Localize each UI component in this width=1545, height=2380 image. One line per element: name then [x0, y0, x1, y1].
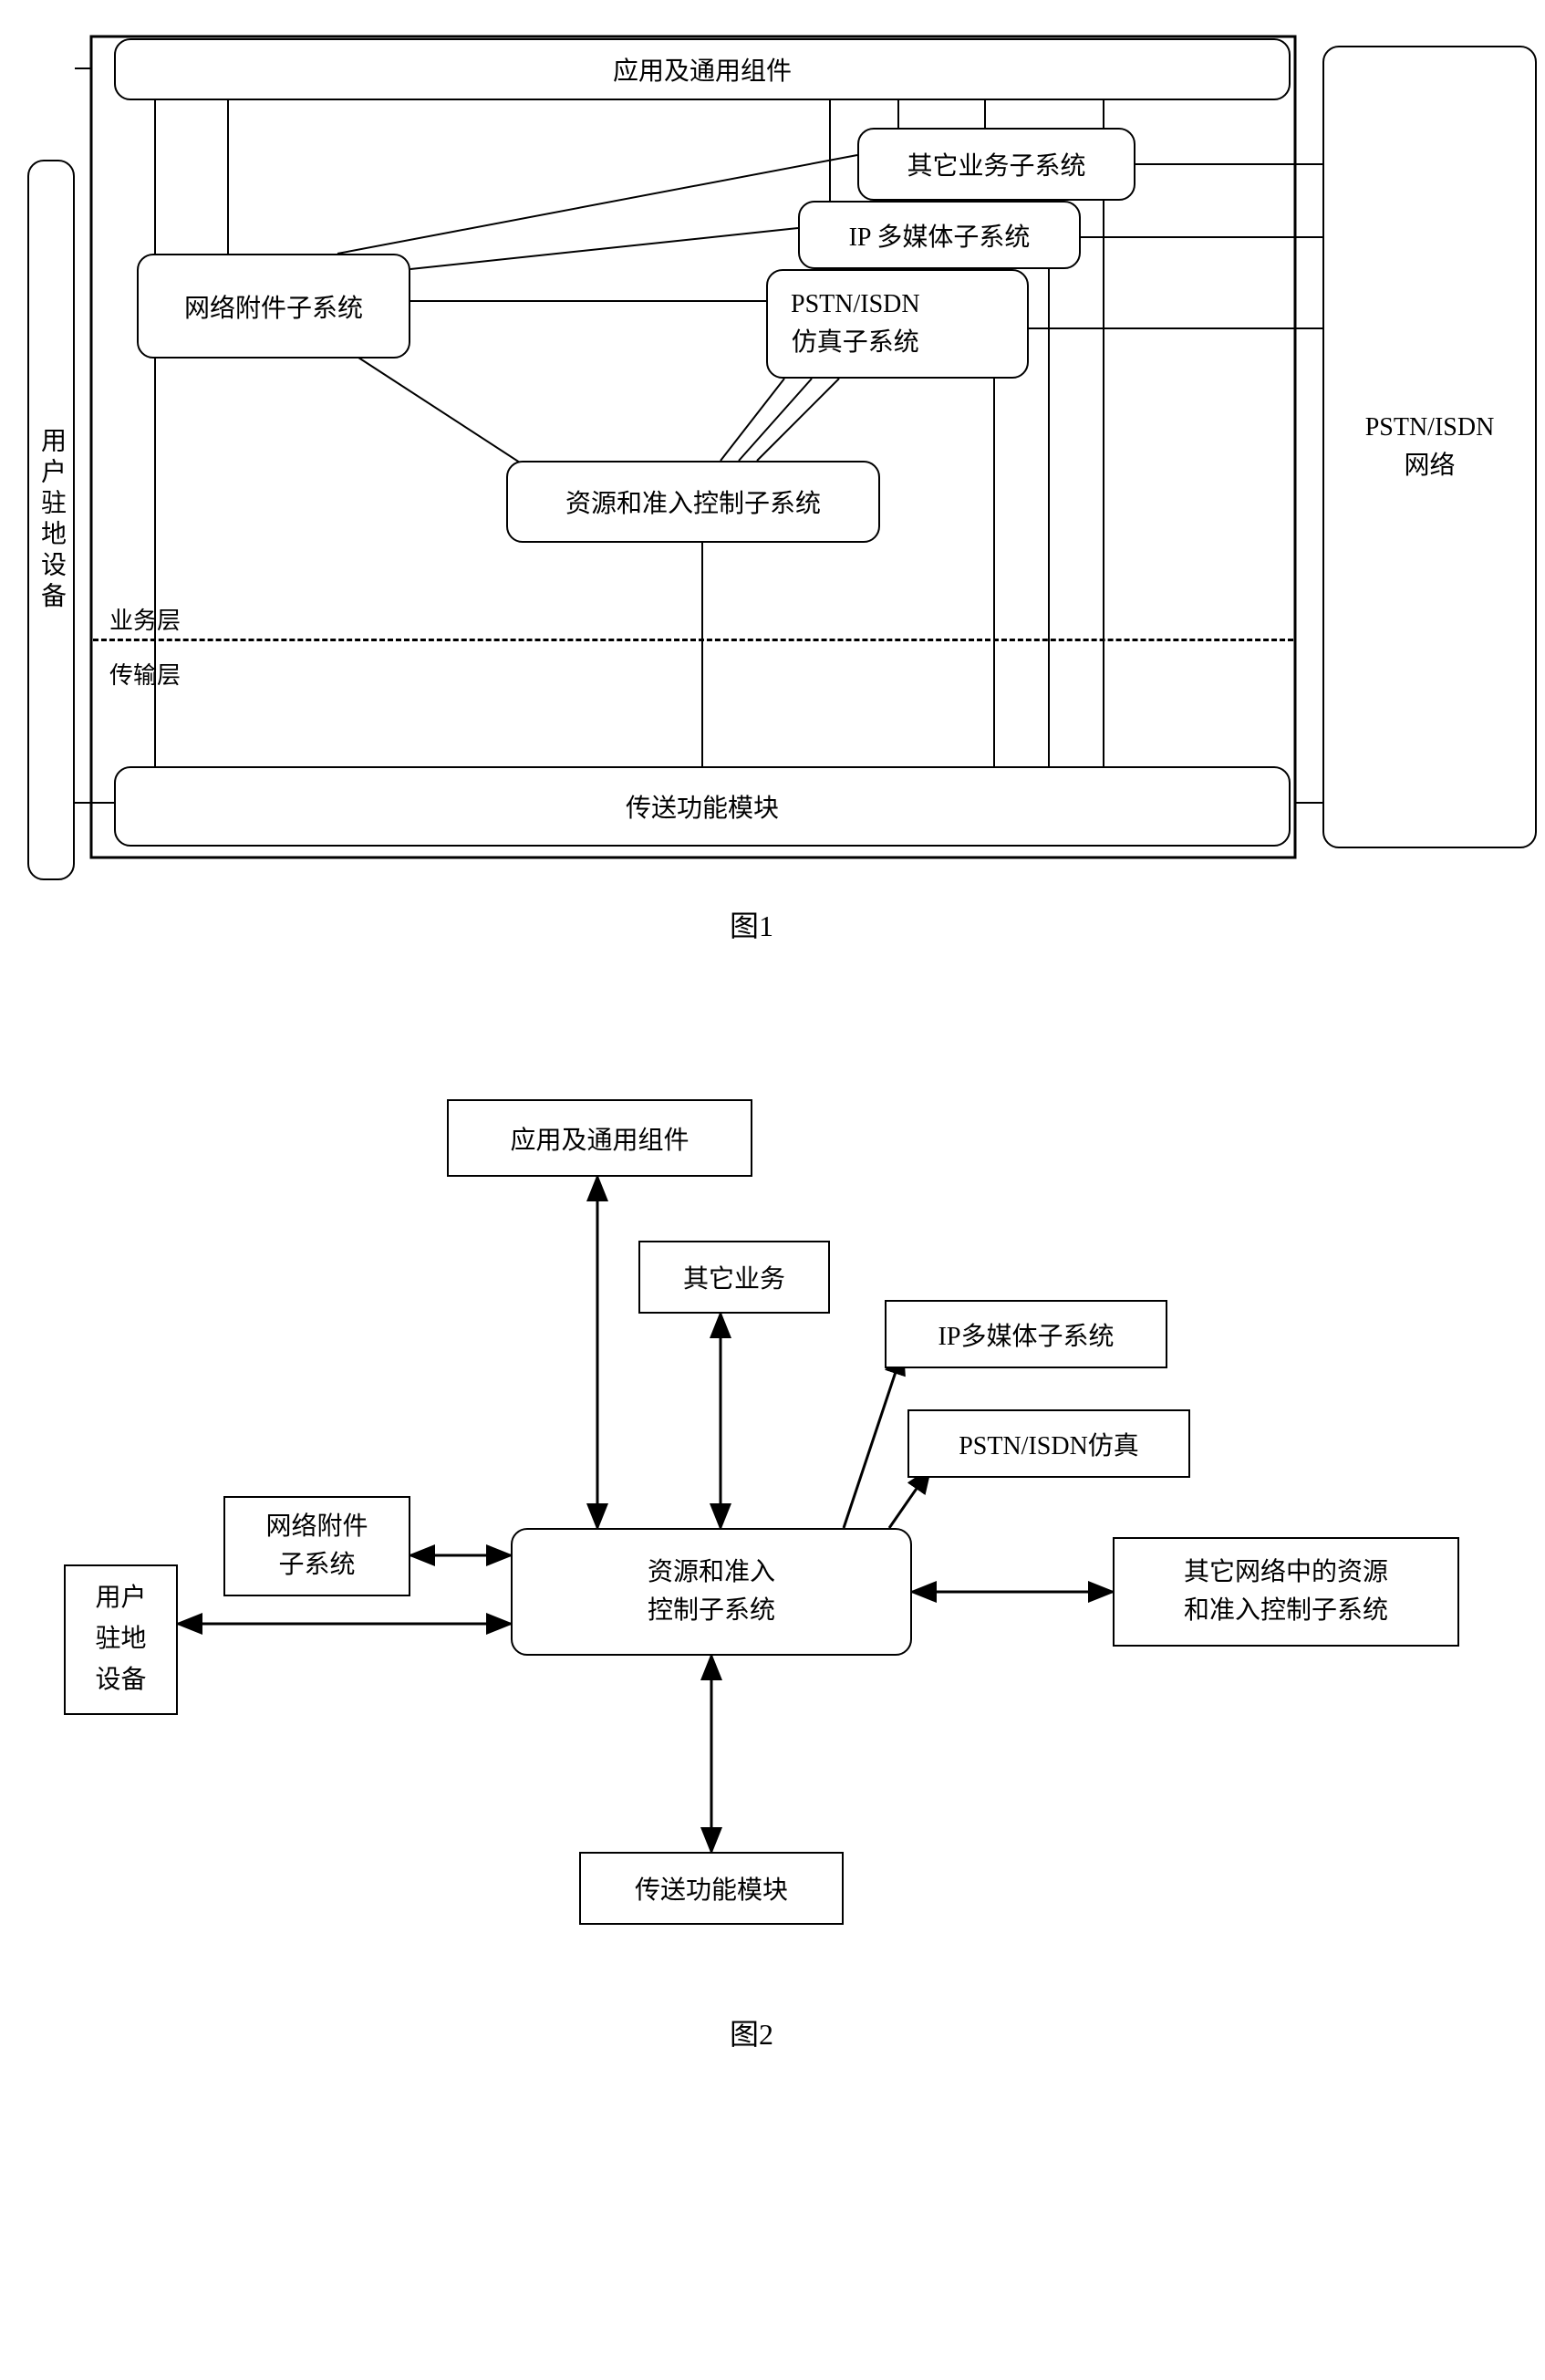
- f2-other-racs-label: 其它网络中的资源 和准入控制子系统: [1184, 1554, 1388, 1630]
- f2-user-equipment-label: 用户 驻地 设备: [95, 1578, 146, 1700]
- service-layer-label: 业务层: [109, 602, 181, 636]
- f2-racs-label: 资源和准入 控制子系统: [648, 1554, 775, 1630]
- racs-label: 资源和准入控制子系统: [565, 483, 821, 520]
- f2-nass-label: 网络附件 子系统: [265, 1508, 368, 1585]
- f2-ims-block: IP多媒体子系统: [885, 1300, 1167, 1368]
- other-service-block: 其它业务子系统: [857, 128, 1135, 201]
- f2-transfer-label: 传送功能模块: [635, 1870, 788, 1907]
- transport-layer-label: 传输层: [109, 657, 181, 691]
- layer-separator: [93, 639, 1293, 641]
- pstn-network-label: PSTN/ISDN 网络: [1365, 409, 1495, 485]
- app-components-label: 应用及通用组件: [613, 51, 792, 88]
- pstn-emu-label: PSTN/ISDN 仿真子系统: [791, 286, 920, 362]
- f2-nass-block: 网络附件 子系统: [223, 1496, 410, 1596]
- user-equipment-label: 用户驻地设备: [33, 427, 69, 613]
- f2-other-racs-block: 其它网络中的资源 和准入控制子系统: [1113, 1537, 1459, 1647]
- f2-other-service-label: 其它业务: [683, 1259, 785, 1295]
- transfer-block: 传送功能模块: [114, 766, 1291, 847]
- f2-app-components-label: 应用及通用组件: [510, 1120, 689, 1157]
- f2-app-components-block: 应用及通用组件: [447, 1099, 752, 1177]
- racs-block: 资源和准入控制子系统: [506, 461, 880, 543]
- transfer-label: 传送功能模块: [626, 788, 779, 825]
- figure1-caption: 图1: [730, 903, 773, 945]
- pstn-emu-block: PSTN/ISDN 仿真子系统: [766, 269, 1029, 379]
- pstn-network-block: PSTN/ISDN 网络: [1322, 46, 1537, 848]
- f2-user-equipment-block: 用户 驻地 设备: [64, 1564, 178, 1715]
- figure2-caption: 图2: [730, 2011, 773, 2053]
- other-service-label: 其它业务子系统: [907, 146, 1085, 182]
- f2-racs-block: 资源和准入 控制子系统: [511, 1528, 912, 1656]
- app-components-block: 应用及通用组件: [114, 38, 1291, 100]
- ims-label: IP 多媒体子系统: [849, 217, 1031, 254]
- figure-2-container: 应用及通用组件 其它业务 IP多媒体子系统 PSTN/ISDN仿真 网络附件 子…: [18, 1022, 1527, 2098]
- f2-pstn-emu-label: PSTN/ISDN仿真: [959, 1426, 1139, 1462]
- nass-label: 网络附件子系统: [184, 288, 363, 325]
- f2-other-service-block: 其它业务: [638, 1241, 830, 1314]
- f2-ims-label: IP多媒体子系统: [938, 1316, 1115, 1353]
- f2-pstn-emu-block: PSTN/ISDN仿真: [907, 1409, 1190, 1478]
- user-equipment-block: 用户驻地设备: [27, 160, 75, 880]
- f2-transfer-block: 传送功能模块: [579, 1852, 844, 1925]
- ims-block: IP 多媒体子系统: [798, 201, 1081, 269]
- figure-1-container: 用户驻地设备 应用及通用组件 PSTN/ISDN 网络 网络附件子系统 其它业务…: [18, 18, 1527, 949]
- nass-block: 网络附件子系统: [137, 254, 410, 359]
